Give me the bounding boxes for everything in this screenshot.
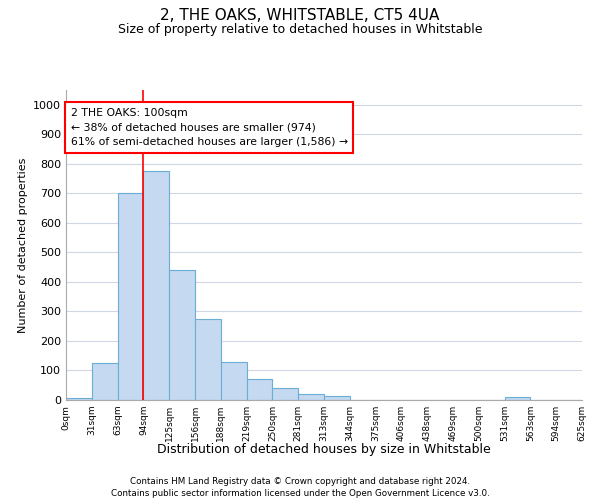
Bar (92, 362, 118, 400)
Text: Contains public sector information licensed under the Open Government Licence v3: Contains public sector information licen… (110, 489, 490, 498)
Text: 2, THE OAKS, WHITSTABLE, CT5 4UA: 2, THE OAKS, WHITSTABLE, CT5 4UA (160, 8, 440, 22)
Bar (118, 194, 143, 400)
Bar (505, 397, 530, 400)
Bar (66, 398, 92, 400)
Text: Contains HM Land Registry data © Crown copyright and database right 2024.: Contains HM Land Registry data © Crown c… (130, 478, 470, 486)
Bar (272, 388, 298, 400)
Bar (324, 396, 350, 400)
Bar (221, 362, 247, 400)
Y-axis label: Number of detached properties: Number of detached properties (17, 158, 28, 332)
Text: Distribution of detached houses by size in Whitstable: Distribution of detached houses by size … (157, 442, 491, 456)
Bar (298, 394, 324, 400)
Text: Size of property relative to detached houses in Whitstable: Size of property relative to detached ho… (118, 22, 482, 36)
Bar (143, 171, 169, 400)
Text: 2 THE OAKS: 100sqm
← 38% of detached houses are smaller (974)
61% of semi-detach: 2 THE OAKS: 100sqm ← 38% of detached hou… (71, 108, 348, 148)
Bar (195, 319, 221, 400)
Bar (169, 270, 195, 400)
Bar (247, 380, 272, 400)
